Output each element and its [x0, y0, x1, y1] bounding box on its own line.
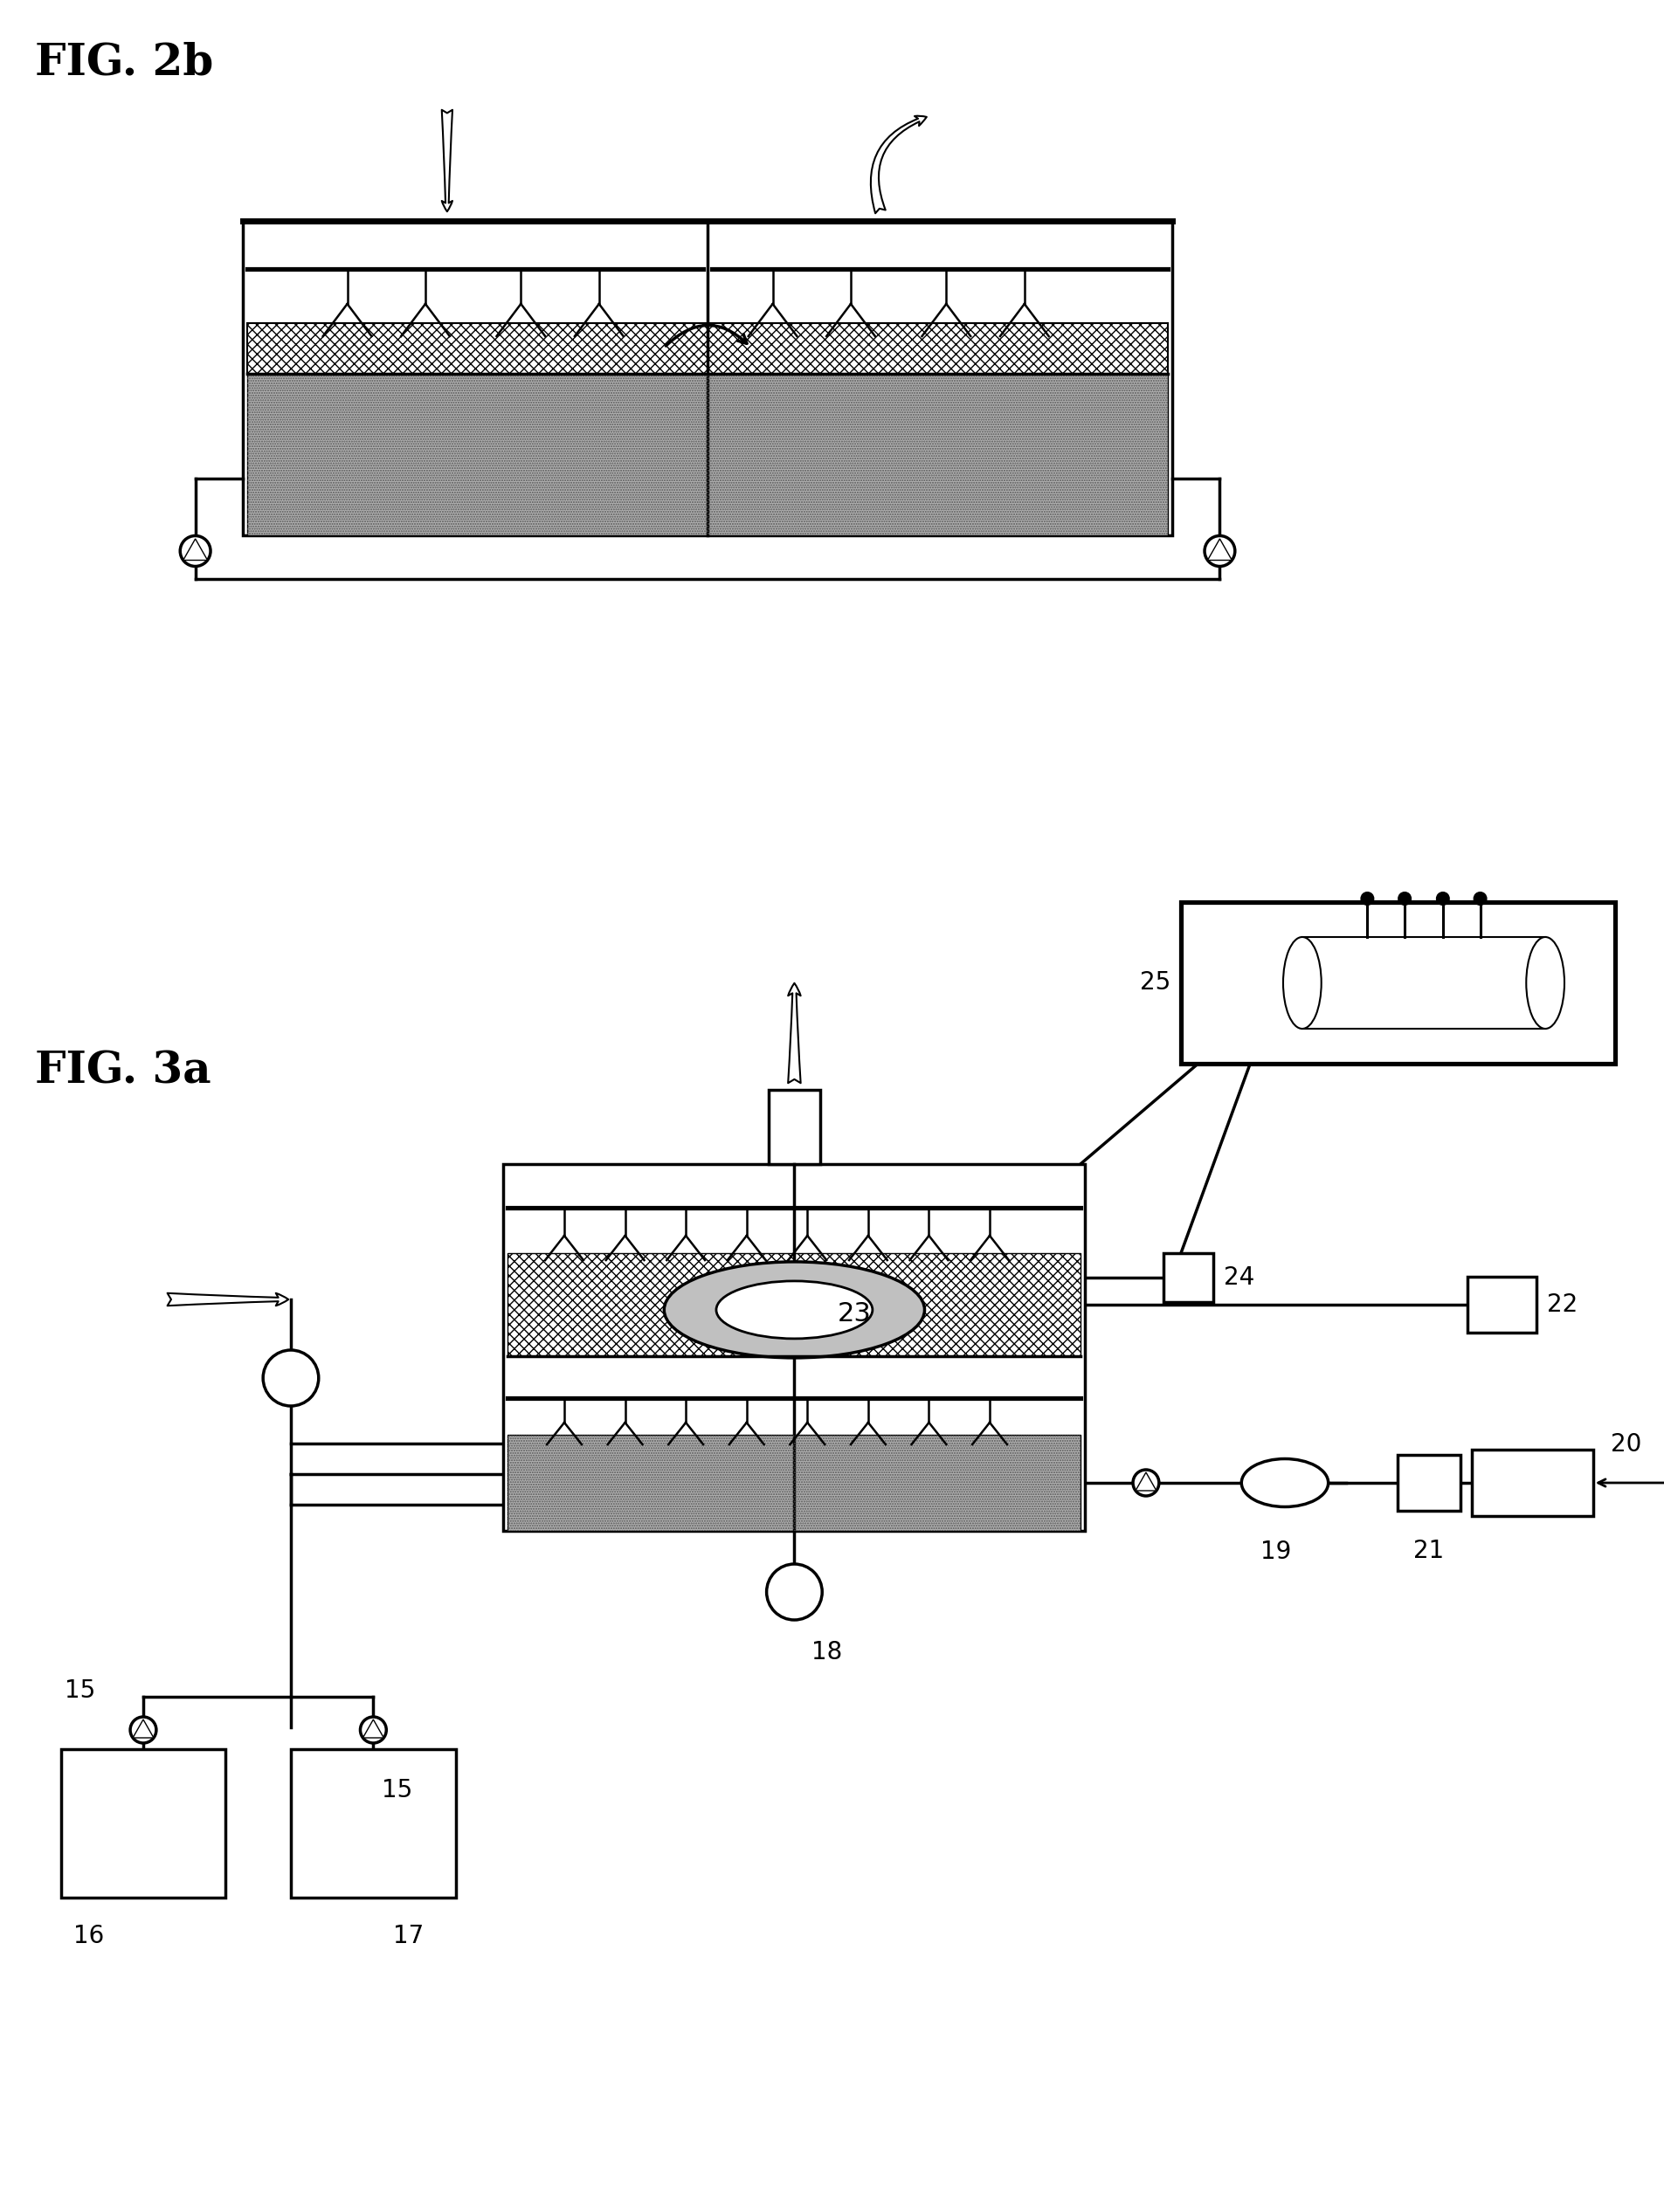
- Text: 25: 25: [1140, 971, 1170, 995]
- Bar: [508, 1254, 1082, 1356]
- Text: 24: 24: [1225, 1265, 1255, 1290]
- Circle shape: [361, 1717, 386, 1743]
- Ellipse shape: [664, 1261, 925, 1358]
- Circle shape: [130, 1717, 156, 1743]
- Text: 16: 16: [73, 1924, 105, 1949]
- Polygon shape: [1135, 1473, 1156, 1491]
- Bar: [1468, 1276, 1536, 1332]
- Circle shape: [1361, 891, 1373, 905]
- Text: 15: 15: [65, 1679, 95, 1703]
- Circle shape: [1399, 891, 1411, 905]
- Circle shape: [1436, 891, 1449, 905]
- Bar: [508, 1436, 1082, 1531]
- Bar: [291, 1750, 456, 1898]
- Text: 22: 22: [1548, 1292, 1577, 1316]
- Ellipse shape: [1526, 938, 1564, 1029]
- Circle shape: [1474, 891, 1486, 905]
- Text: 23: 23: [837, 1301, 872, 1327]
- Bar: [1303, 938, 1546, 1029]
- Bar: [248, 323, 1168, 374]
- Text: 17: 17: [393, 1924, 423, 1949]
- Bar: [508, 1254, 1082, 1356]
- Text: FIG. 3a: FIG. 3a: [35, 1051, 211, 1093]
- Bar: [508, 1436, 1082, 1531]
- Circle shape: [767, 1564, 822, 1619]
- Polygon shape: [1208, 540, 1231, 560]
- Polygon shape: [133, 1719, 153, 1739]
- Circle shape: [263, 1349, 318, 1407]
- Bar: [248, 374, 1168, 535]
- Bar: [1181, 902, 1614, 1064]
- Polygon shape: [363, 1719, 384, 1739]
- Bar: [248, 323, 1168, 374]
- Circle shape: [1133, 1469, 1160, 1495]
- Text: 18: 18: [812, 1639, 842, 1663]
- Bar: [504, 1164, 1085, 1531]
- Bar: [1398, 1455, 1461, 1511]
- Bar: [1471, 1449, 1592, 1515]
- Bar: [243, 221, 1171, 535]
- Ellipse shape: [1241, 1458, 1328, 1506]
- Bar: [769, 1091, 820, 1164]
- Text: 21: 21: [1414, 1540, 1444, 1564]
- Circle shape: [1205, 535, 1235, 566]
- Circle shape: [180, 535, 211, 566]
- Bar: [62, 1750, 226, 1898]
- Ellipse shape: [1283, 938, 1321, 1029]
- Ellipse shape: [716, 1281, 872, 1338]
- Text: 20: 20: [1611, 1431, 1641, 1458]
- Text: 19: 19: [1261, 1540, 1291, 1564]
- Text: 15: 15: [383, 1778, 413, 1803]
- Bar: [1163, 1254, 1213, 1303]
- Text: FIG. 2b: FIG. 2b: [35, 42, 213, 84]
- Polygon shape: [183, 540, 208, 560]
- Bar: [248, 374, 1168, 535]
